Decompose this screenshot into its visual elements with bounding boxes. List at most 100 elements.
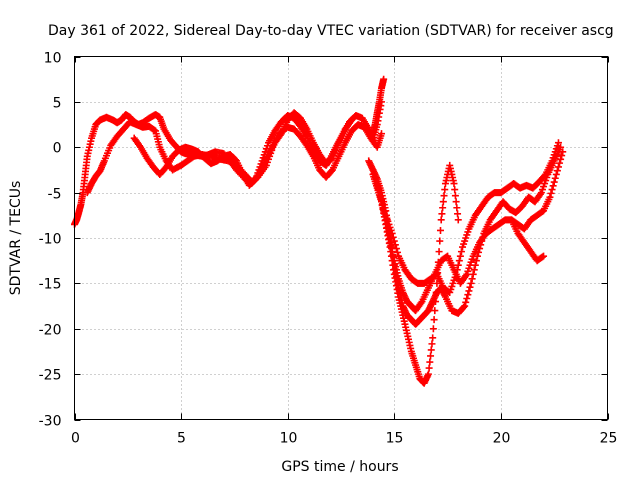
- data-point: [453, 204, 461, 212]
- data-point: [441, 186, 449, 194]
- data-point: [557, 143, 565, 151]
- data-point: [463, 295, 471, 302]
- data-point: [454, 261, 462, 269]
- data-point: [547, 189, 555, 197]
- data-point: [465, 287, 473, 295]
- data-track-9: [508, 216, 548, 265]
- data-point: [429, 325, 437, 333]
- data-point: [546, 193, 554, 201]
- data-point: [432, 288, 440, 296]
- x-tick-label: 0: [71, 431, 80, 447]
- data-point: [461, 302, 469, 310]
- data-point: [435, 248, 443, 256]
- data-point: [462, 272, 470, 280]
- data-point: [348, 116, 356, 124]
- data-point: [457, 248, 465, 256]
- x-tick-label: 15: [386, 431, 404, 447]
- data-point: [432, 298, 440, 306]
- data-point: [390, 237, 398, 245]
- data-point: [466, 283, 474, 291]
- data-point: [548, 186, 556, 194]
- data-point: [431, 307, 439, 315]
- data-point: [424, 370, 432, 378]
- data-track-3: [130, 109, 356, 189]
- y-tick-label: 5: [53, 96, 62, 112]
- y-tick-label: 10: [44, 51, 62, 67]
- ticks-layer: 0 5 10 15 20 25 -30 -25 -20 -15 -10 -5 0 5 10: [39, 51, 618, 447]
- data-point: [417, 299, 425, 307]
- data-point: [468, 275, 476, 283]
- y-tick-label: -30: [39, 414, 62, 430]
- data-point: [388, 229, 396, 237]
- x-tick-label: 10: [280, 431, 298, 447]
- data-point: [552, 170, 560, 178]
- data-point: [536, 190, 544, 198]
- data-point: [551, 174, 559, 182]
- chart-title: Day 361 of 2022, Sidereal Day-to-day VTE…: [48, 23, 614, 39]
- data-point: [559, 148, 567, 156]
- data-point: [472, 257, 480, 265]
- data-point: [452, 198, 460, 206]
- data-point: [439, 198, 447, 206]
- data-point: [554, 163, 562, 171]
- data-point: [451, 186, 459, 194]
- data-point: [454, 210, 462, 218]
- y-tick-label: -10: [39, 232, 62, 248]
- x-axis-label: GPS time / hours: [281, 459, 398, 475]
- data-point: [436, 226, 444, 234]
- data-point: [438, 210, 446, 218]
- data-point: [469, 270, 477, 278]
- y-axis-label: SDTVAR / TECUs: [8, 181, 24, 296]
- x-tick-label: 5: [177, 431, 186, 447]
- data-point: [389, 233, 397, 241]
- data-point: [460, 303, 468, 311]
- data-point: [427, 346, 435, 354]
- data-point: [428, 340, 436, 348]
- data-point: [430, 316, 438, 324]
- data-point: [429, 334, 437, 342]
- data-point: [553, 167, 561, 175]
- data-track-2: [83, 118, 386, 197]
- grid-layer: [74, 56, 608, 420]
- data-track-8: [369, 75, 388, 138]
- data-point: [464, 291, 472, 299]
- data-point: [454, 216, 462, 224]
- data-point: [467, 279, 475, 287]
- data-point: [455, 257, 463, 265]
- y-tick-label: -20: [39, 323, 62, 339]
- data-point: [556, 159, 564, 167]
- data-point: [439, 204, 447, 212]
- data-point: [550, 178, 558, 186]
- data-point: [456, 252, 464, 260]
- data-point: [276, 131, 284, 139]
- data-point: [436, 237, 444, 245]
- data-point: [450, 180, 458, 188]
- data-point: [427, 352, 435, 360]
- data-point: [378, 130, 386, 138]
- data-point: [437, 216, 445, 224]
- x-tick-label: 20: [493, 431, 511, 447]
- data-point: [425, 364, 433, 372]
- data-point: [557, 155, 565, 163]
- data-point: [440, 192, 448, 200]
- data-point: [549, 182, 557, 190]
- y-tick-label: 0: [53, 141, 62, 157]
- data-point: [554, 139, 562, 147]
- data-points-layer: [71, 75, 567, 387]
- data-point: [451, 192, 459, 200]
- y-tick-label: -5: [48, 187, 62, 203]
- data-track-7: [369, 148, 567, 315]
- y-tick-label: -15: [39, 277, 62, 293]
- x-tick-label: 25: [600, 431, 618, 447]
- data-point: [347, 118, 355, 126]
- data-point: [558, 152, 566, 160]
- data-point: [426, 358, 434, 366]
- data-point: [380, 75, 388, 83]
- y-tick-label: -25: [39, 368, 62, 384]
- data-point: [470, 266, 478, 274]
- data-point: [540, 252, 548, 260]
- data-point: [462, 298, 470, 306]
